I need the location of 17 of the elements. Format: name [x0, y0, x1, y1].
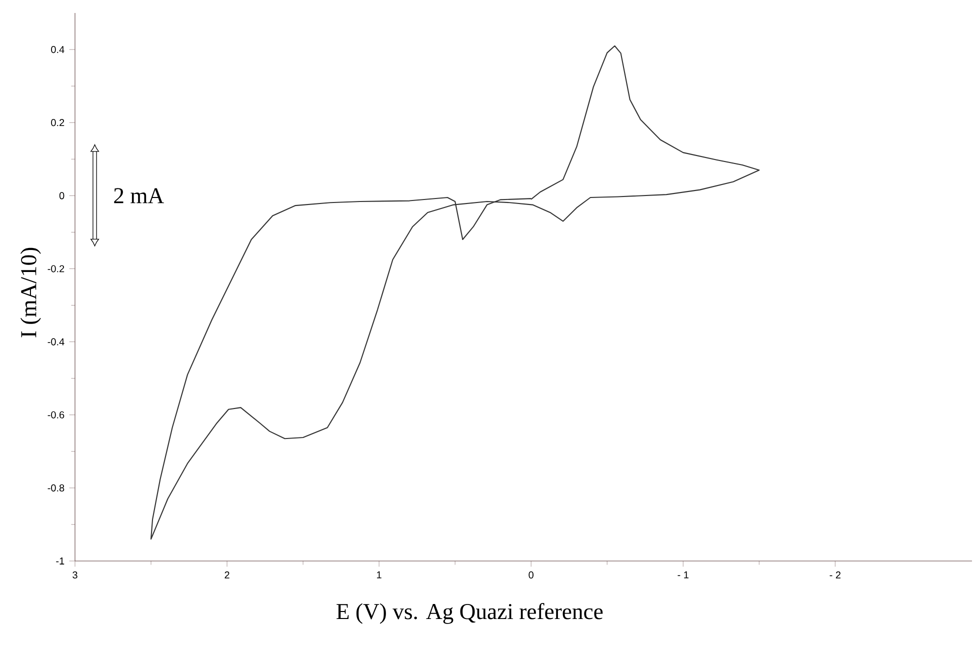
y-tick-label: -0.4: [48, 338, 64, 346]
x-tick-label: 2: [224, 571, 230, 578]
x-tick-label: 1: [377, 571, 382, 578]
y-tick-label: 0.2: [51, 119, 64, 126]
x-tick-label: - 1: [678, 571, 688, 578]
x-tick-label: 0: [528, 571, 534, 578]
x-tick-label: - 2: [830, 571, 840, 578]
x-axis-title: E (V) vs. Ag Quazi reference: [336, 603, 603, 624]
x-tick-label: 3: [72, 571, 78, 578]
y-tick-label: -0.2: [48, 265, 64, 272]
y-tick-label: 0.4: [51, 46, 64, 54]
annotation: 2 mA: [114, 188, 164, 204]
y-axis-title: I (mA/10): [20, 248, 41, 338]
y-tick-label: -0.8: [48, 484, 64, 492]
y-tick-label: -0.6: [48, 411, 64, 418]
y-tick-label: 0: [59, 192, 64, 200]
y-tick-label: -1: [56, 558, 64, 564]
